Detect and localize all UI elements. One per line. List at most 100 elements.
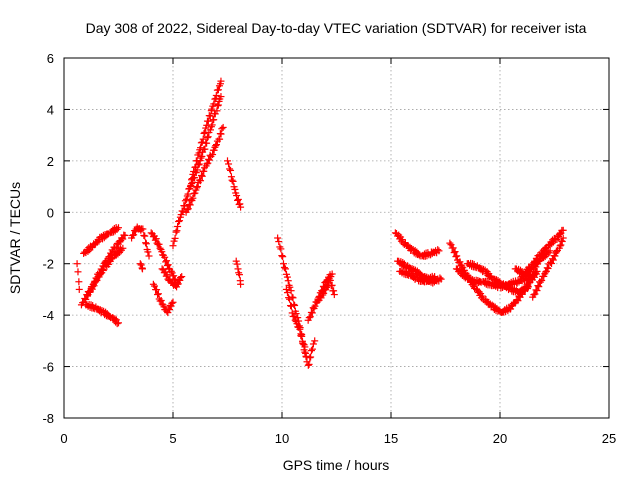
data-point <box>299 340 307 348</box>
data-point <box>206 126 214 134</box>
data-point <box>151 236 159 244</box>
data-point <box>399 258 407 266</box>
data-point <box>309 340 317 348</box>
data-point <box>305 360 313 368</box>
data-point <box>216 135 224 143</box>
data-point <box>210 100 218 108</box>
data-point <box>227 166 235 174</box>
data-point <box>555 230 563 238</box>
data-point <box>279 253 287 261</box>
data-point <box>139 225 147 233</box>
data-point <box>551 252 559 260</box>
data-point <box>557 241 565 249</box>
data-point <box>307 353 315 361</box>
data-point <box>516 266 524 274</box>
data-point <box>115 319 122 327</box>
data-point <box>178 273 186 281</box>
data-point <box>142 239 150 247</box>
data-point <box>478 292 486 300</box>
data-point <box>541 253 549 261</box>
data-point <box>224 157 231 165</box>
data-point <box>205 156 213 164</box>
data-point <box>410 265 418 273</box>
data-point <box>75 278 83 286</box>
data-point <box>544 265 552 273</box>
data-point <box>99 265 107 273</box>
x-tick-label: 5 <box>169 431 176 446</box>
data-point <box>75 285 83 293</box>
data-point <box>237 280 245 288</box>
y-tick-label: 0 <box>47 205 54 220</box>
data-point <box>189 194 197 202</box>
data-point <box>217 77 225 85</box>
data-point <box>237 203 245 211</box>
data-point <box>233 192 241 200</box>
data-point <box>74 268 82 276</box>
data-point <box>235 271 243 279</box>
data-point <box>398 236 406 244</box>
data-point <box>141 232 149 240</box>
data-point <box>283 273 291 281</box>
data-point <box>535 283 543 291</box>
x-tick-label: 10 <box>275 431 289 446</box>
data-point <box>559 234 567 242</box>
data-point <box>111 315 119 323</box>
data-point <box>413 267 421 275</box>
data-point <box>228 176 236 184</box>
data-point <box>204 133 212 141</box>
data-point <box>186 183 194 191</box>
data-point <box>309 304 317 312</box>
data-point <box>200 129 208 137</box>
data-point <box>548 240 556 248</box>
data-point <box>212 142 220 150</box>
data-point <box>209 151 217 159</box>
data-point <box>144 248 152 256</box>
data-point <box>226 165 234 173</box>
data-point <box>193 184 201 192</box>
data-point <box>218 125 226 133</box>
data-point <box>138 265 146 273</box>
data-point <box>140 231 148 239</box>
data-point <box>183 206 191 214</box>
data-point <box>142 240 150 248</box>
data-point <box>115 238 123 246</box>
data-point <box>306 354 314 362</box>
data-point <box>208 121 216 129</box>
data-point <box>287 287 295 295</box>
data-point <box>436 274 444 282</box>
data-point <box>184 205 192 213</box>
data-point <box>282 285 290 293</box>
data-point <box>530 291 538 299</box>
data-point <box>212 91 220 99</box>
data-point <box>102 308 110 316</box>
data-point <box>121 231 129 239</box>
data-point <box>197 177 205 185</box>
data-point <box>301 348 309 356</box>
data-point <box>114 250 122 258</box>
data-point <box>453 252 461 260</box>
data-point <box>204 159 212 167</box>
data-point <box>179 207 187 215</box>
data-point <box>92 278 100 286</box>
data-point <box>197 171 205 179</box>
data-point <box>119 244 127 252</box>
data-point <box>437 275 445 283</box>
data-point <box>556 242 564 250</box>
data-point <box>283 289 291 297</box>
data-point <box>281 265 289 273</box>
data-point <box>558 237 566 245</box>
data-point <box>210 116 218 124</box>
data-point <box>93 276 101 284</box>
data-point <box>214 101 222 109</box>
plot-frame <box>63 57 610 419</box>
data-point <box>435 247 443 255</box>
data-point <box>172 228 180 236</box>
data-point <box>328 270 336 278</box>
data-point <box>308 345 316 353</box>
data-point <box>449 244 457 252</box>
data-point <box>153 286 161 294</box>
data-point <box>536 278 544 286</box>
data-point <box>514 297 522 305</box>
data-point <box>137 261 145 269</box>
data-point <box>195 160 203 168</box>
